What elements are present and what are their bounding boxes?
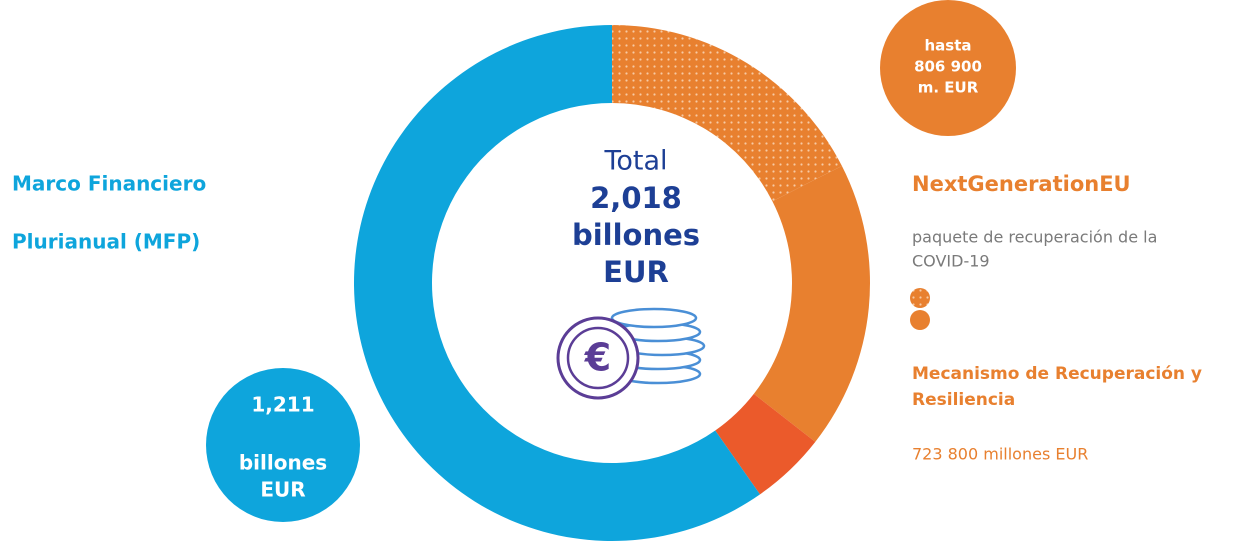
ngeu-badge [880,0,1016,136]
mfp-badge [206,368,360,522]
center-amount: EUR [603,255,669,289]
ngeu-badge-text: 806 900 [914,58,982,76]
ngeu-badge-text: hasta [924,37,971,55]
other-segment [715,393,816,495]
ngeu-badge-text: m. EUR [918,79,979,97]
legend-dot [910,310,930,330]
mfp-segment [353,25,760,541]
mfp-badge-text: 1,211 [251,393,314,417]
donut [353,25,870,541]
legend-dot [910,288,930,308]
ngeu-segment [612,25,842,202]
ngeu-title: NextGenerationEU [912,172,1131,196]
coin-icon: € [556,307,706,400]
ngeu-description: paquete de recuperación de la [912,228,1157,247]
ngeu-description: COVID-19 [912,252,990,271]
center-amount: billones [572,218,700,252]
rrf-segment [753,165,870,442]
center-amount: 2,018 [590,181,682,215]
mfp-badge-text: billones [239,451,327,475]
rrf-amount: 723 800 millones EUR [912,445,1088,464]
svg-text:€: € [584,336,611,380]
mfp-label: Marco Financiero [12,172,206,196]
mfp-label: Plurianual (MFP) [12,230,200,254]
rrf-title: Resiliencia [912,390,1015,410]
rrf-title: Mecanismo de Recuperación y [912,364,1202,384]
center-title: Total [603,146,667,177]
mfp-badge-text: EUR [260,478,305,502]
